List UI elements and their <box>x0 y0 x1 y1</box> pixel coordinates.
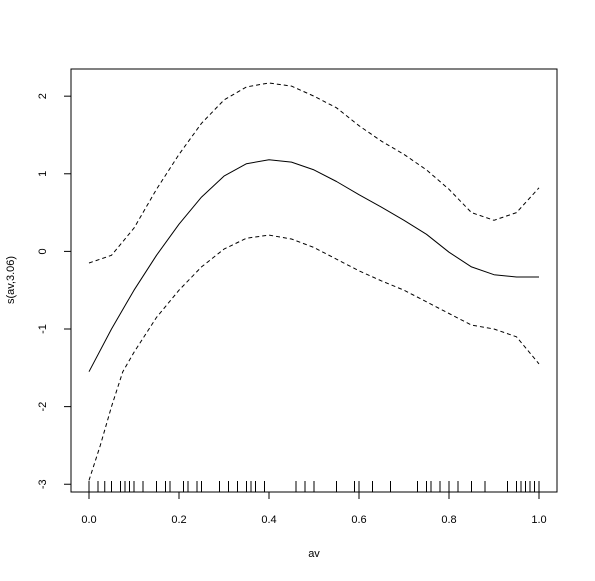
y-axis-label: s(av,3.06) <box>5 256 17 304</box>
x-tick-label: 0.4 <box>261 514 276 526</box>
y-tick-label: -1 <box>37 324 49 334</box>
y-tick-label: 1 <box>37 171 49 177</box>
smooth-estimate-line <box>88 159 539 372</box>
y-tick-label: 0 <box>37 248 49 254</box>
confidence-band-line <box>88 234 540 481</box>
rug-layer <box>88 481 540 492</box>
x-tick-label: 0.8 <box>441 514 456 526</box>
x-tick-label: 1.0 <box>531 514 546 526</box>
x-tick-label: 0.6 <box>351 514 366 526</box>
y-tick-label: -3 <box>37 479 49 489</box>
y-axis: -3 -2 -1 0 1 2 <box>37 93 71 489</box>
confidence-band-line <box>88 82 540 264</box>
y-tick-label: -2 <box>37 402 49 412</box>
x-tick-label: 0.0 <box>81 514 96 526</box>
y-tick-label: 2 <box>37 93 49 99</box>
series-layer <box>88 82 540 481</box>
x-tick-label: 0.2 <box>171 514 186 526</box>
x-axis: 0.0 0.2 0.4 0.6 0.8 1.0 <box>81 492 547 526</box>
x-axis-label: av <box>308 548 320 560</box>
plot-frame <box>70 68 558 493</box>
